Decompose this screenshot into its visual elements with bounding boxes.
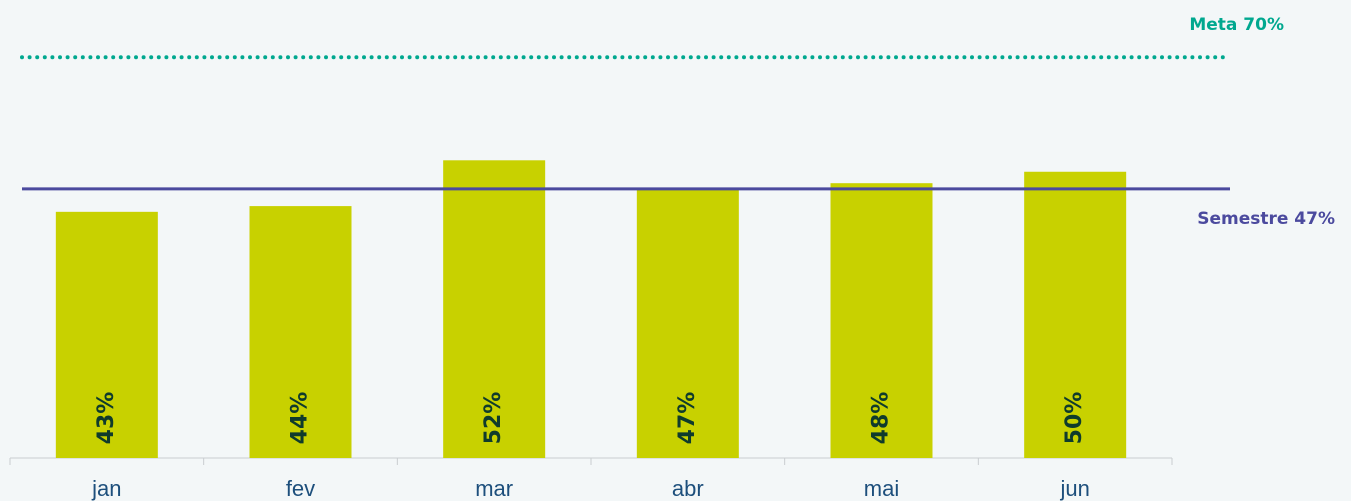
bar [55,211,158,458]
bar [636,188,739,459]
data-label: 52% [481,392,506,445]
bar [249,206,352,458]
x-tick-label: mar [475,476,513,501]
data-label: 48% [869,392,894,445]
x-tick-label: jun [1059,476,1089,501]
x-tick-label: fev [286,476,315,501]
x-tick-label: jan [91,476,121,501]
bar [830,183,933,458]
data-label: 50% [1062,392,1087,445]
reference-label: Meta 70% [1189,15,1284,35]
bar [443,160,546,459]
x-tick-label: abr [672,476,704,501]
x-tick-label: mai [864,476,899,501]
data-label: 43% [94,392,119,445]
bar [1024,171,1127,458]
data-label: 44% [288,392,313,445]
data-label: 47% [675,392,700,445]
reference-label: Semestre 47% [1197,209,1335,229]
